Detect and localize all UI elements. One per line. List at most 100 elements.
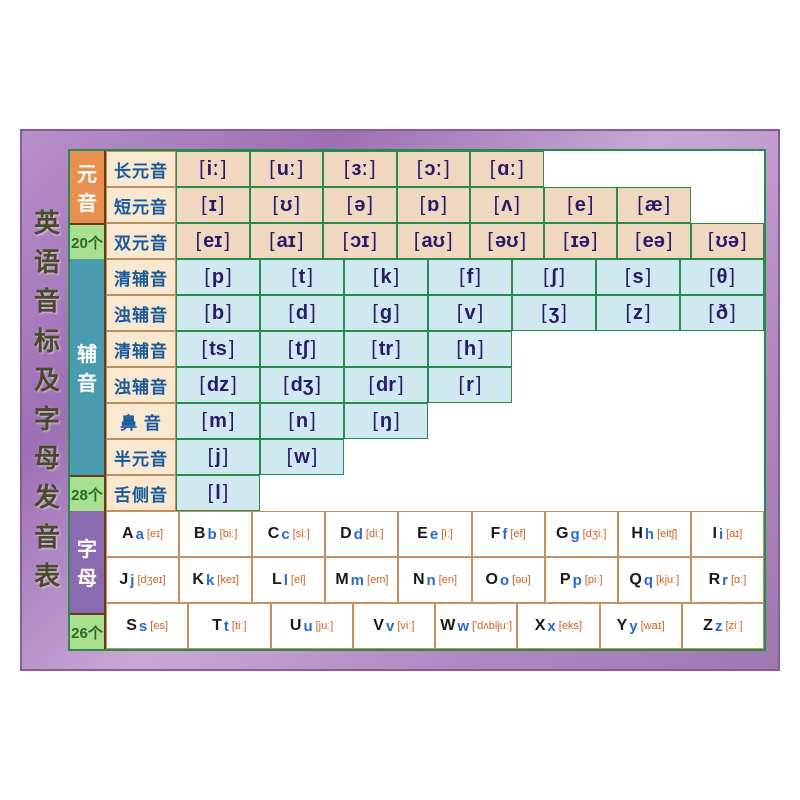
letter-cell: Vv[viː] xyxy=(353,603,435,649)
phonetic-cell: [r] xyxy=(428,367,512,403)
row-cells: [l] xyxy=(176,475,764,511)
letter-cell: Ww['dʌbljuː] xyxy=(435,603,517,649)
title-column: 英语音标及字母发音表 xyxy=(32,149,68,651)
phonetic-cell: [ɑː] xyxy=(470,151,544,187)
phonetic-row: 半元音[j][w] xyxy=(106,439,764,475)
row-label: 舌侧音 xyxy=(106,475,176,511)
consonant-section: 辅音 28个 清辅音[p][t][k][f][ʃ][s][θ]浊辅音[b][d]… xyxy=(70,259,764,511)
phonetic-cell: [h] xyxy=(428,331,512,367)
phonetic-cell: [k] xyxy=(344,259,428,295)
letter-section: 字母 26个 Aa[eɪ]Bb[biː]Cc[siː]Dd[diː]Ee[iː]… xyxy=(70,511,764,649)
consonant-rows: 清辅音[p][t][k][f][ʃ][s][θ]浊辅音[b][d][g][v][… xyxy=(106,259,764,511)
phonetic-cell: [eə] xyxy=(617,223,691,259)
phonetic-cell: [θ] xyxy=(680,259,764,295)
letter-cell: Oo[əʊ] xyxy=(472,557,545,603)
content-panel: 元音 20个 长元音[iː][uː][ɜː][ɔː][ɑː]短元音[ɪ][ʊ][… xyxy=(68,149,766,651)
row-cells: [p][t][k][f][ʃ][s][θ] xyxy=(176,259,764,295)
category-char: 音 xyxy=(77,187,97,216)
letter-cell: Ss[es] xyxy=(106,603,188,649)
letter-row: Ss[es]Tt[tiː]Uu[juː]Vv[viː]Ww['dʌbljuː]X… xyxy=(106,603,764,649)
phonetic-row: 浊辅音[dz][dʒ][dr][r] xyxy=(106,367,764,403)
vowel-category: 元音 xyxy=(70,151,106,223)
phonetic-cell: [ɪ] xyxy=(176,187,250,223)
title-char: 表 xyxy=(34,561,60,592)
letter-cell: Yy[waɪ] xyxy=(600,603,682,649)
letter-rows: Aa[eɪ]Bb[biː]Cc[siː]Dd[diː]Ee[iː]Ff[ef]G… xyxy=(106,511,764,649)
letter-cell: Mm[em] xyxy=(325,557,398,603)
title-char: 母 xyxy=(34,443,60,474)
phonetic-row: 清辅音[ts][tʃ][tr][h] xyxy=(106,331,764,367)
letter-cell: Aa[eɪ] xyxy=(106,511,179,557)
letter-category: 字母 xyxy=(70,511,106,613)
phonetic-cell: [ð] xyxy=(680,295,764,331)
letter-cell: Gg[dʒiː] xyxy=(545,511,618,557)
phonetic-cell: [g] xyxy=(344,295,428,331)
row-cells: [m][n][ŋ] xyxy=(176,403,764,439)
phonetic-row: 清辅音[p][t][k][f][ʃ][s][θ] xyxy=(106,259,764,295)
letter-cell: Ff[ef] xyxy=(472,511,545,557)
phonetic-cell: [d] xyxy=(260,295,344,331)
title-char: 标 xyxy=(34,326,60,357)
phonetic-cell: [z] xyxy=(596,295,680,331)
row-cells: [eɪ][aɪ][ɔɪ][aʊ][əʊ][ɪə][eə][ʊə] xyxy=(176,223,764,259)
letter-cell: Dd[diː] xyxy=(325,511,398,557)
phonetic-row: 双元音[eɪ][aɪ][ɔɪ][aʊ][əʊ][ɪə][eə][ʊə] xyxy=(106,223,764,259)
title-char: 发 xyxy=(34,482,60,513)
row-cells: [b][d][g][v][ʒ][z][ð] xyxy=(176,295,764,331)
row-cells: [ts][tʃ][tr][h] xyxy=(176,331,764,367)
category-char: 音 xyxy=(77,367,97,396)
row-cells: [iː][uː][ɜː][ɔː][ɑː] xyxy=(176,151,764,187)
phonetics-poster: 英语音标及字母发音表 元音 20个 长元音[iː][uː][ɜː][ɔː][ɑː… xyxy=(20,129,780,671)
letter-count: 26个 xyxy=(70,613,106,649)
letter-cell: Bb[biː] xyxy=(179,511,252,557)
phonetic-cell: [ʒ] xyxy=(512,295,596,331)
phonetic-cell: [dr] xyxy=(344,367,428,403)
phonetic-cell: [l] xyxy=(176,475,260,511)
phonetic-cell: [dʒ] xyxy=(260,367,344,403)
letter-cell: Ee[iː] xyxy=(398,511,471,557)
phonetic-cell: [b] xyxy=(176,295,260,331)
letter-cell: Tt[tiː] xyxy=(188,603,270,649)
letter-cell: Cc[siː] xyxy=(252,511,325,557)
letter-cell: Pp[piː] xyxy=(545,557,618,603)
vowel-section: 元音 20个 长元音[iː][uː][ɜː][ɔː][ɑː]短元音[ɪ][ʊ][… xyxy=(70,151,764,259)
title-char: 音 xyxy=(34,522,60,553)
letter-cell: Kk[keɪ] xyxy=(179,557,252,603)
row-cells: [dz][dʒ][dr][r] xyxy=(176,367,764,403)
phonetic-cell: [s] xyxy=(596,259,680,295)
phonetic-cell: [eɪ] xyxy=(176,223,250,259)
phonetic-cell: [v] xyxy=(428,295,512,331)
phonetic-row: 鼻 音[m][n][ŋ] xyxy=(106,403,764,439)
letter-cell: Zz[ziː] xyxy=(682,603,764,649)
phonetic-cell: [ʊ] xyxy=(250,187,324,223)
category-char: 辅 xyxy=(77,338,97,367)
title-char: 语 xyxy=(34,247,60,278)
letter-cell: Rr[ɑː] xyxy=(691,557,764,603)
phonetic-row: 浊辅音[b][d][g][v][ʒ][z][ð] xyxy=(106,295,764,331)
phonetic-cell: [ʌ] xyxy=(470,187,544,223)
phonetic-cell: [uː] xyxy=(250,151,324,187)
phonetic-row: 短元音[ɪ][ʊ][ə][ɒ][ʌ][e][æ] xyxy=(106,187,764,223)
title-char: 音 xyxy=(34,286,60,317)
phonetic-cell: [t] xyxy=(260,259,344,295)
letter-cell: Hh[eitʃ] xyxy=(618,511,691,557)
row-label: 长元音 xyxy=(106,151,176,187)
title-char: 英 xyxy=(34,208,60,239)
phonetic-cell: [n] xyxy=(260,403,344,439)
phonetic-cell: [f] xyxy=(428,259,512,295)
phonetic-cell: [m] xyxy=(176,403,260,439)
letter-row: Aa[eɪ]Bb[biː]Cc[siː]Dd[diː]Ee[iː]Ff[ef]G… xyxy=(106,511,764,557)
phonetic-cell: [ɪə] xyxy=(544,223,618,259)
phonetic-cell: [tr] xyxy=(344,331,428,367)
phonetic-cell: [iː] xyxy=(176,151,250,187)
row-cells: [j][w] xyxy=(176,439,764,475)
phonetic-cell: [p] xyxy=(176,259,260,295)
phonetic-cell: [w] xyxy=(260,439,344,475)
category-char: 字 xyxy=(77,533,97,562)
category-char: 母 xyxy=(77,562,97,591)
title-char: 字 xyxy=(34,404,60,435)
letter-cell: Uu[juː] xyxy=(271,603,353,649)
phonetic-cell: [æ] xyxy=(617,187,691,223)
row-label: 半元音 xyxy=(106,439,176,475)
phonetic-cell: [aɪ] xyxy=(250,223,324,259)
